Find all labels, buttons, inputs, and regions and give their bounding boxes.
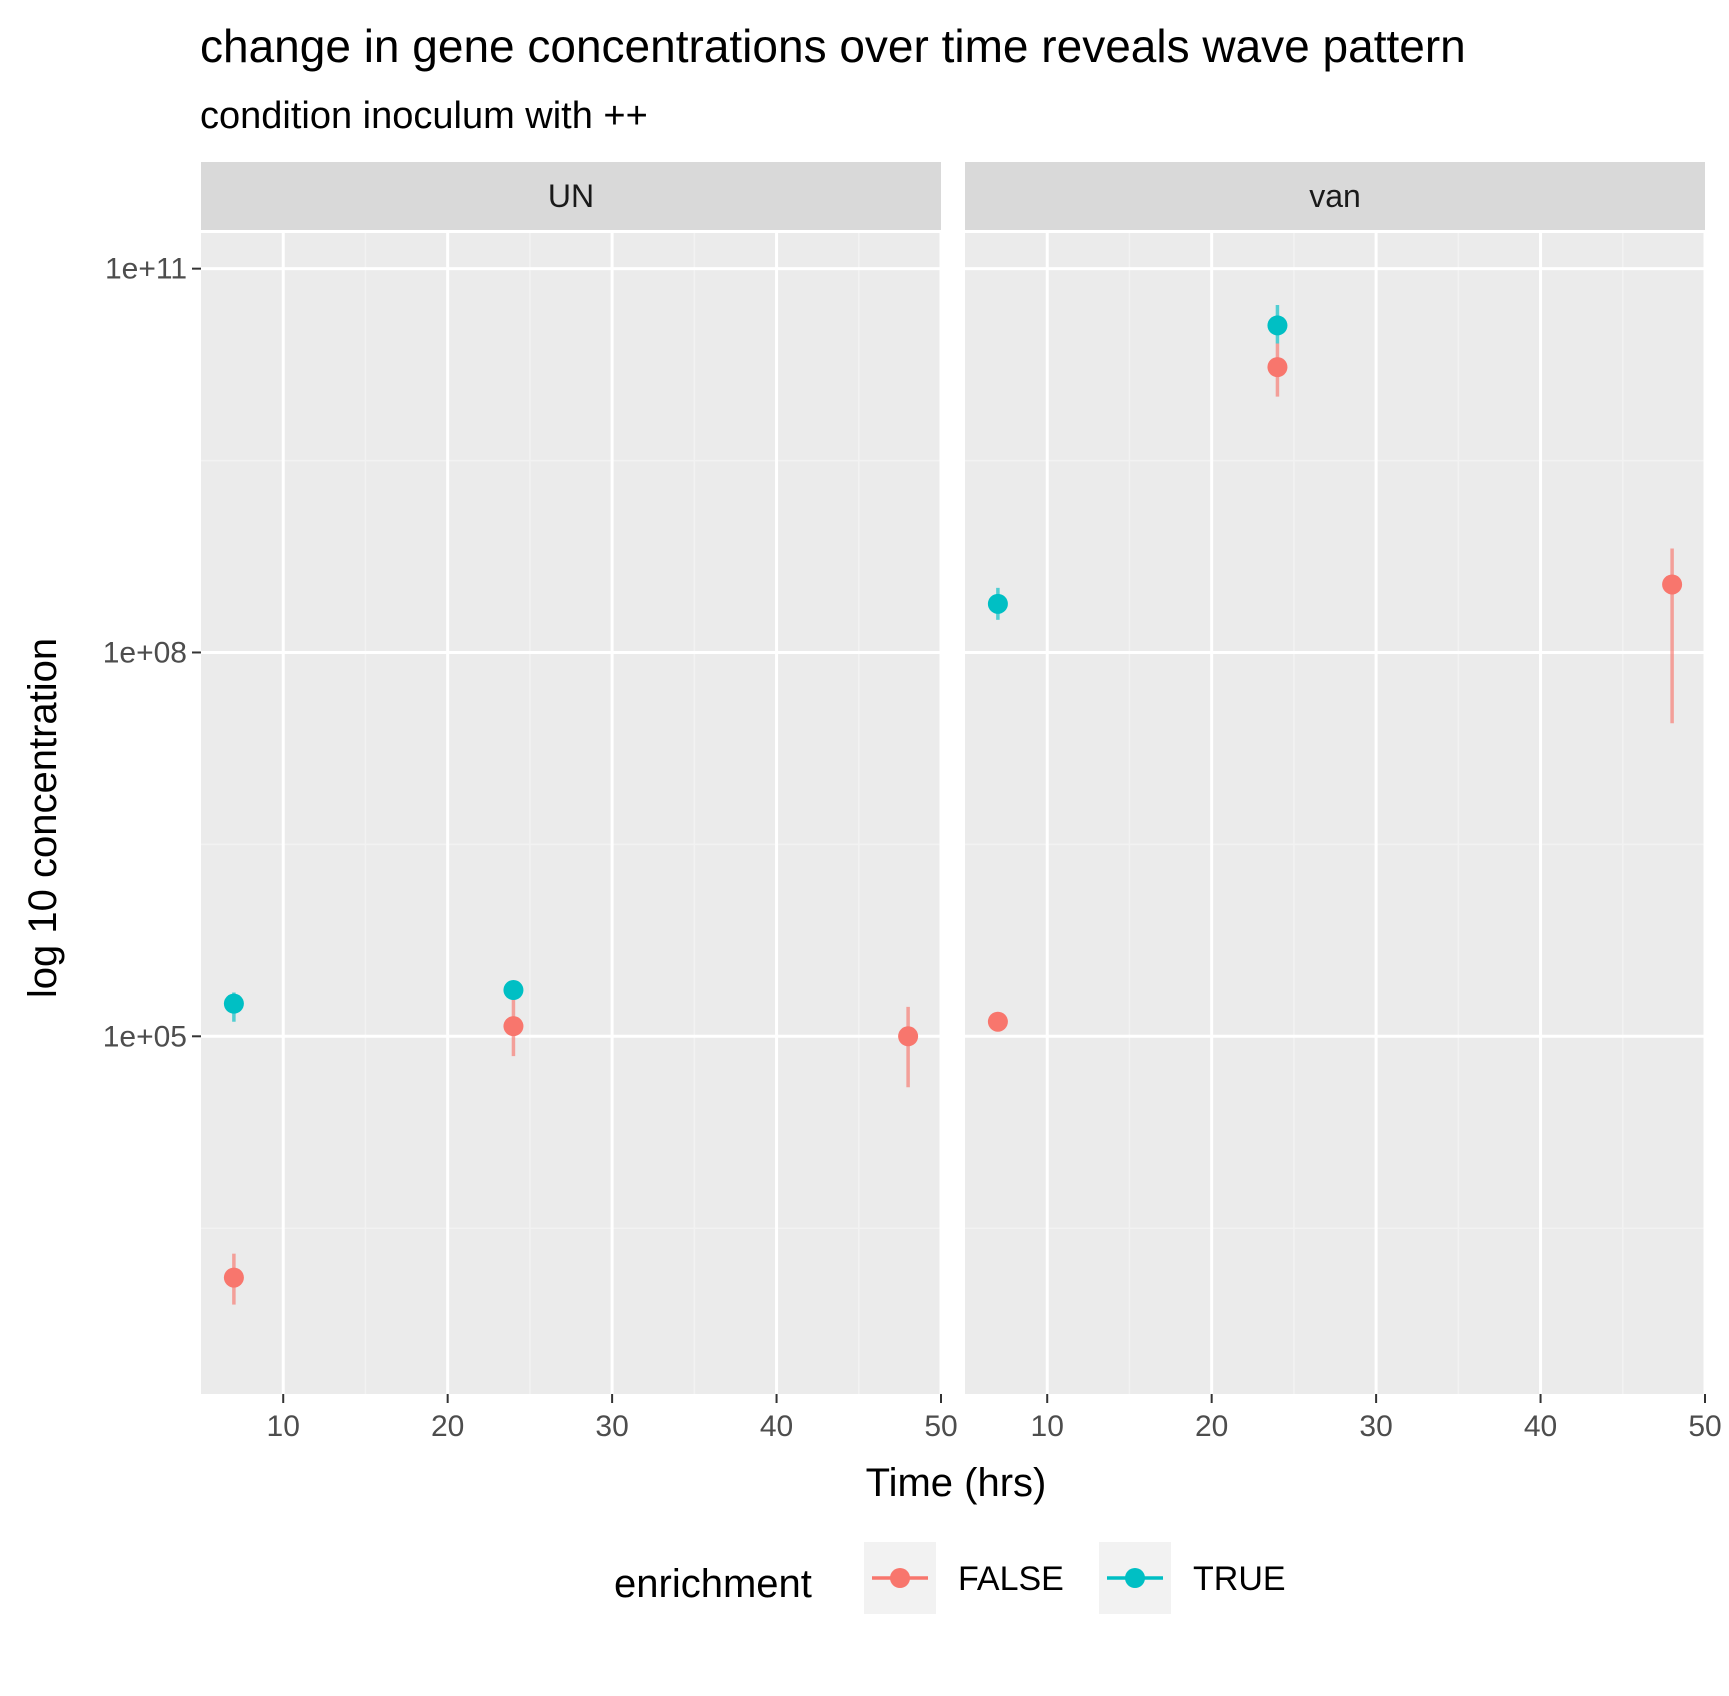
legend-title: enrichment xyxy=(614,1562,812,1606)
y-tick-label: 1e+05 xyxy=(103,1020,187,1053)
legend: enrichment FALSE TRUE xyxy=(614,1542,1286,1614)
legend-label-true: TRUE xyxy=(1193,1560,1286,1598)
data-point-false xyxy=(987,1011,1008,1032)
y-tick-label: 1e+08 xyxy=(103,636,187,669)
facet-panels: UN 10 20 30 40 50 1e+05 1e+08 1e+11 van 10 20 30 40 50 xyxy=(103,162,1722,1443)
plot-panel xyxy=(965,233,1705,1394)
legend-key-point xyxy=(1125,1568,1145,1588)
facet-un: UN 10 20 30 40 50 1e+05 1e+08 1e+11 xyxy=(103,162,958,1443)
x-tick-label: 40 xyxy=(1524,1410,1557,1443)
data-point-true xyxy=(223,993,244,1014)
data-point-false xyxy=(898,1026,919,1047)
facet-van: van 10 20 30 40 50 xyxy=(965,162,1722,1443)
data-point-true xyxy=(987,593,1008,614)
y-axis-title: log 10 concentration xyxy=(21,638,65,998)
x-tick-label: 20 xyxy=(1195,1410,1228,1443)
legend-label-false: FALSE xyxy=(958,1560,1064,1598)
x-tick-label: 30 xyxy=(595,1410,628,1443)
data-point-false xyxy=(223,1267,244,1288)
data-point-false xyxy=(1267,357,1288,378)
chart-subtitle: condition inoculum with ++ xyxy=(200,95,648,137)
x-tick-label: 10 xyxy=(267,1410,300,1443)
facet-strip xyxy=(201,162,941,230)
facet-strip-label: UN xyxy=(548,178,594,214)
legend-key-point xyxy=(890,1568,910,1588)
x-tick-label: 20 xyxy=(431,1410,464,1443)
x-tick-label: 50 xyxy=(1688,1410,1721,1443)
data-point-false xyxy=(1662,574,1683,595)
facet-strip xyxy=(965,162,1705,230)
x-tick-label: 10 xyxy=(1031,1410,1064,1443)
x-tick-label: 40 xyxy=(760,1410,793,1443)
x-axis-title: Time (hrs) xyxy=(866,1461,1047,1505)
data-point-false xyxy=(503,1016,524,1037)
y-tick-label: 1e+11 xyxy=(105,253,187,286)
x-tick-label: 50 xyxy=(924,1410,957,1443)
chart-title: change in gene concentrations over time … xyxy=(200,20,1466,72)
plot-panel xyxy=(201,233,941,1394)
facet-strip-label: van xyxy=(1309,178,1361,214)
x-tick-label: 30 xyxy=(1359,1410,1392,1443)
data-point-true xyxy=(1267,315,1288,336)
data-point-true xyxy=(503,980,524,1001)
